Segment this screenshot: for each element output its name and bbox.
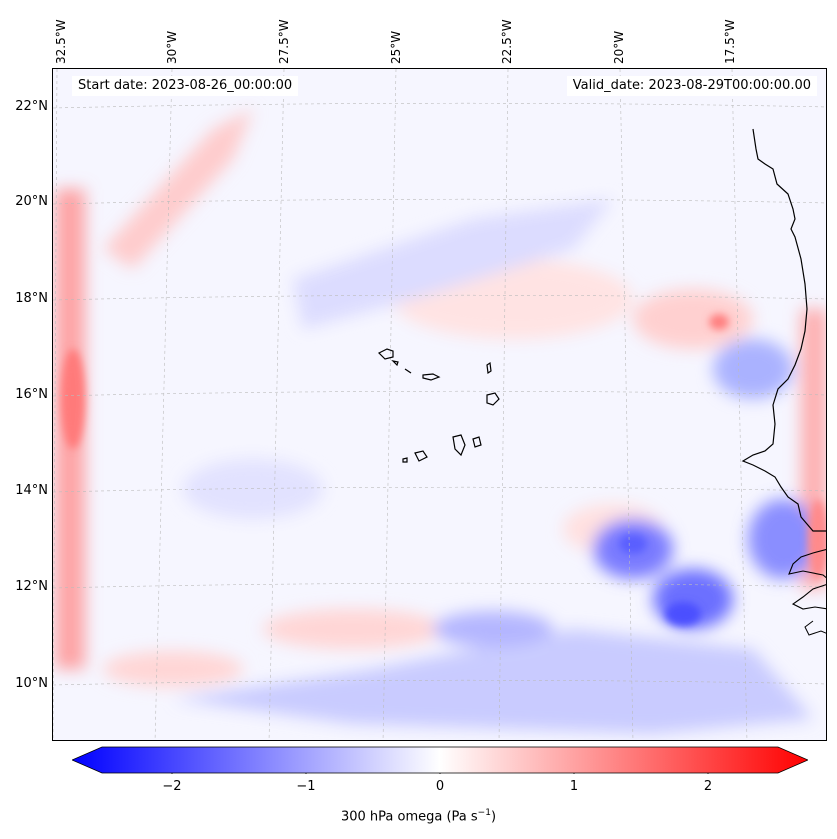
colorbar-gradient: [72, 746, 808, 774]
omega-anomalies: [55, 109, 826, 734]
lon-label-27-5w: 27.5°W: [277, 19, 291, 64]
cb-tick-label-1: 1: [569, 779, 579, 794]
island-brava: [402, 457, 408, 463]
lat-label-18n: 18°N: [15, 291, 48, 306]
positive-peak-1: [709, 314, 729, 330]
negative-peak-2: [619, 534, 647, 554]
cape-verde-islands: [377, 348, 500, 463]
lat-label-10n: 10°N: [15, 676, 48, 691]
lat-label-22n: 22°N: [15, 99, 48, 114]
lon-label-20w: 20°W: [612, 30, 626, 64]
gridline-lon-30w: [154, 69, 173, 740]
lon-label-25w: 25°W: [389, 30, 403, 64]
cb-tick-label-0: 0: [435, 779, 445, 794]
colorbar-label-end: ): [490, 809, 497, 825]
gridline-lon-27-5w: [268, 69, 285, 740]
island-fogo: [414, 450, 428, 462]
island-maio: [472, 436, 482, 448]
negative-peak-1: [665, 602, 701, 626]
field-background: [53, 69, 826, 740]
lat-label-12n: 12°N: [15, 579, 48, 594]
colorbar-label-main: 300 hPa omega (Pa s: [340, 809, 478, 825]
cb-tick-label-2: 2: [703, 779, 713, 794]
lon-label-32-5w: 32.5°W: [54, 19, 68, 64]
omega-map: [52, 68, 827, 741]
negative-band-south: [173, 629, 813, 734]
negative-band-north: [293, 199, 613, 329]
negative-patch-coast: [713, 339, 793, 399]
lon-label-22-5w: 22.5°W: [500, 19, 514, 64]
start-date-label: Start date: 2023-08-26_00:00:00: [72, 76, 299, 96]
gridlines: [53, 69, 826, 740]
gridline-lon-17-5w: [731, 69, 748, 740]
lon-label-30w: 30°W: [165, 30, 179, 64]
island-boa-vista: [486, 392, 500, 406]
island-santo-antao: [377, 348, 394, 360]
omega-fine-structure: [61, 314, 826, 626]
island-santa-luzia: [404, 368, 412, 374]
positive-peak-east: [808, 499, 826, 579]
omega-field: [53, 69, 826, 740]
coastline-bijagos: [804, 620, 826, 636]
positive-peak-west: [61, 349, 85, 449]
negative-core-3: [748, 499, 818, 579]
coastline-guinea-bissau: [791, 584, 826, 610]
island-santiago: [452, 434, 466, 457]
colorbar: [72, 746, 808, 774]
positive-streak-nw: [103, 109, 253, 269]
colorbar-label-sup: −1: [477, 808, 491, 818]
negative-patch-south: [433, 611, 553, 647]
gridline-lon-25w: [382, 69, 397, 740]
gridline-lon-22-5w: [498, 69, 509, 740]
gridline-lon-20w: [619, 69, 634, 740]
colorbar-label: 300 hPa omega (Pa s−1): [0, 808, 837, 824]
lat-label-20n: 20°N: [15, 194, 48, 209]
negative-patch-west: [183, 459, 323, 519]
island-sal: [486, 361, 492, 375]
colorbar-ticks: [171, 773, 709, 774]
valid-date-label: Valid_date: 2023-08-29T00:00:00.00: [566, 76, 817, 96]
lat-label-14n: 14°N: [15, 483, 48, 498]
lat-label-16n: 16°N: [15, 387, 48, 402]
island-sao-nicolau: [422, 373, 441, 381]
coastline-africa: [741, 128, 826, 532]
lon-label-17-5w: 17.5°W: [723, 19, 737, 64]
island-sao-vicente: [391, 360, 399, 367]
gridline-lon-32-5w: [53, 69, 58, 740]
positive-patch-sw: [103, 651, 243, 687]
positive-patch-east: [633, 289, 753, 349]
coastline-gambia: [788, 548, 826, 579]
cb-tick-label-neg1: −1: [296, 779, 316, 794]
positive-patch-south: [263, 609, 443, 649]
cb-tick-label-neg2: −2: [162, 779, 182, 794]
